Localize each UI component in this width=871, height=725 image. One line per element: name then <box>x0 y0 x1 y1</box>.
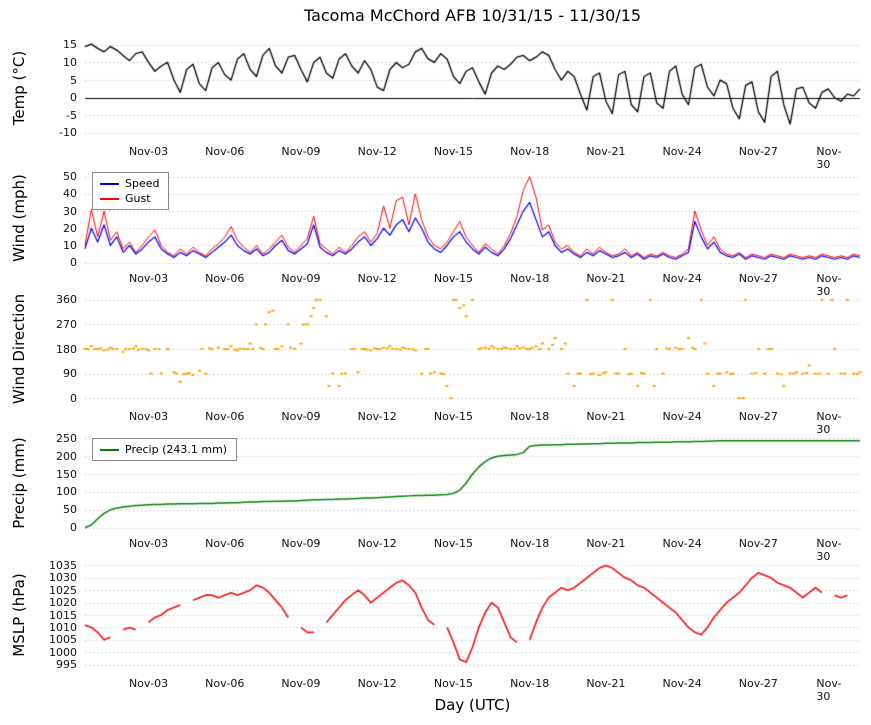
meteogram-page: Tacoma McChord AFB 10/31/15 - 11/30/15 D… <box>0 0 871 725</box>
meteogram-canvas <box>0 0 871 725</box>
